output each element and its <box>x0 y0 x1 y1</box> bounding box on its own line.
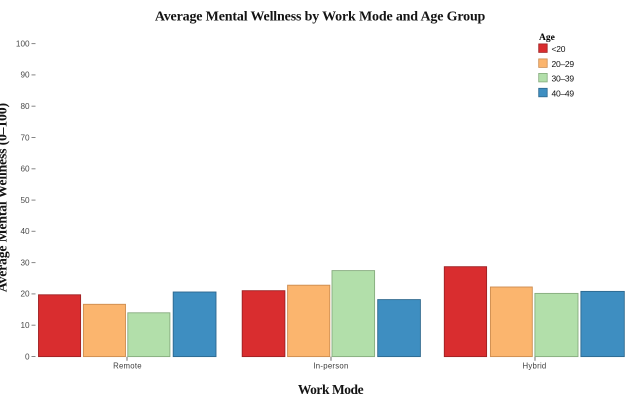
svg-text:Hybrid: Hybrid <box>522 362 546 371</box>
svg-text:90: 90 <box>20 71 30 80</box>
svg-text:Average Mental Wellness by Wor: Average Mental Wellness by Work Mode and… <box>155 10 486 25</box>
svg-text:Work Mode: Work Mode <box>298 382 364 397</box>
svg-text:70: 70 <box>20 133 30 142</box>
svg-text:50: 50 <box>20 196 30 205</box>
svg-text:20: 20 <box>20 290 30 299</box>
svg-text:80: 80 <box>20 102 30 111</box>
svg-text:Average Mental Wellness (0–100: Average Mental Wellness (0–100) <box>0 103 10 292</box>
svg-text:0: 0 <box>25 352 30 361</box>
svg-text:60: 60 <box>20 165 30 174</box>
svg-text:Remote: Remote <box>113 362 142 371</box>
svg-text:20–29: 20–29 <box>552 59 575 69</box>
svg-text:10: 10 <box>20 321 30 330</box>
svg-text:Age: Age <box>539 33 555 43</box>
svg-text:30–39: 30–39 <box>552 74 575 84</box>
svg-text:100: 100 <box>16 39 30 48</box>
svg-text:30: 30 <box>20 258 30 267</box>
svg-text:40: 40 <box>20 227 30 236</box>
svg-text:In-person: In-person <box>313 362 348 371</box>
svg-text:40–49: 40–49 <box>552 88 575 98</box>
svg-text:<20: <20 <box>552 44 566 54</box>
